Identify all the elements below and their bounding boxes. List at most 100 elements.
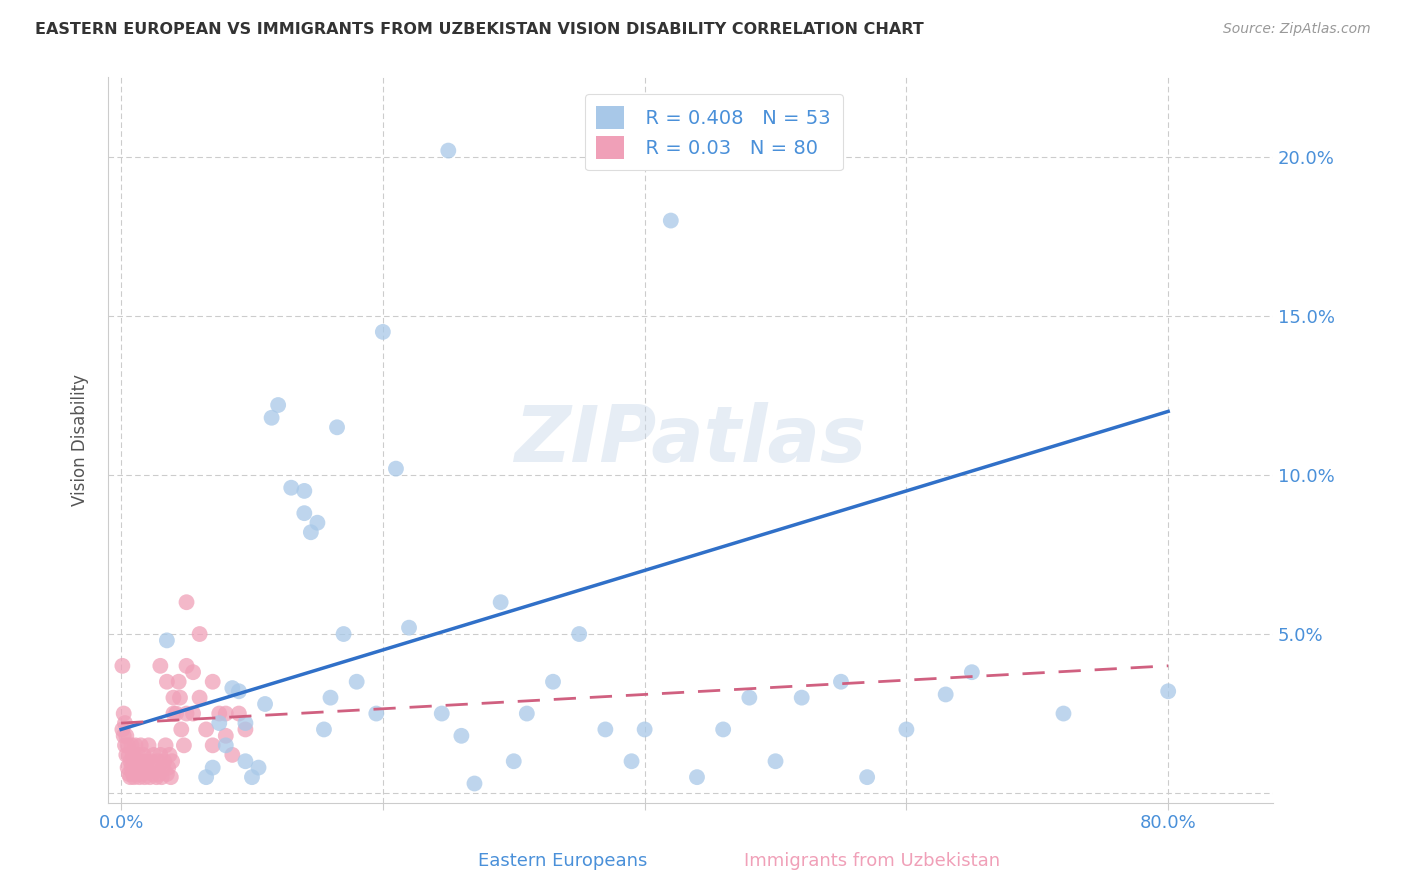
Point — [181, 665, 204, 680]
Point — [162, 690, 184, 705]
Point — [568, 627, 591, 641]
Point — [235, 754, 257, 768]
Point — [131, 754, 153, 768]
Point — [127, 761, 149, 775]
Point — [502, 754, 524, 768]
Point — [114, 739, 136, 753]
Point — [215, 729, 238, 743]
Point — [129, 761, 152, 775]
Point — [437, 144, 460, 158]
Point — [160, 754, 183, 768]
Point — [430, 706, 453, 721]
Point — [385, 461, 408, 475]
Point — [366, 706, 388, 721]
Point — [112, 729, 135, 743]
Point — [228, 706, 250, 721]
Point — [221, 747, 243, 762]
Point — [111, 658, 134, 673]
Point — [122, 770, 145, 784]
Point — [121, 739, 143, 753]
Point — [153, 754, 176, 768]
Point — [159, 747, 181, 762]
Point — [830, 674, 852, 689]
Point — [201, 761, 224, 775]
Point — [111, 723, 134, 737]
Point — [138, 739, 160, 753]
Point — [711, 723, 734, 737]
Point — [141, 767, 163, 781]
Point — [124, 761, 146, 775]
Point — [240, 770, 263, 784]
Point — [346, 674, 368, 689]
Point — [260, 410, 283, 425]
Point — [141, 754, 163, 768]
Point — [128, 770, 150, 784]
Point — [595, 723, 617, 737]
Point — [790, 690, 813, 705]
Point — [896, 723, 918, 737]
Point — [143, 761, 166, 775]
Point — [170, 723, 193, 737]
Point — [195, 770, 218, 784]
Point — [117, 739, 139, 753]
Point — [960, 665, 983, 680]
Point — [312, 723, 335, 737]
Point — [659, 213, 682, 227]
Point — [1052, 706, 1074, 721]
Point — [541, 674, 564, 689]
Point — [332, 627, 354, 641]
Point — [307, 516, 329, 530]
Text: EASTERN EUROPEAN VS IMMIGRANTS FROM UZBEKISTAN VISION DISABILITY CORRELATION CHA: EASTERN EUROPEAN VS IMMIGRANTS FROM UZBE… — [35, 22, 924, 37]
Point — [247, 761, 270, 775]
Point — [167, 674, 190, 689]
Point — [118, 767, 141, 781]
Point — [118, 747, 141, 762]
Point — [121, 747, 143, 762]
Legend:   R = 0.408   N = 53,   R = 0.03   N = 80: R = 0.408 N = 53, R = 0.03 N = 80 — [585, 95, 842, 170]
Point — [132, 747, 155, 762]
Point — [135, 761, 157, 775]
Point — [765, 754, 787, 768]
Point — [169, 690, 191, 705]
Point — [319, 690, 342, 705]
Y-axis label: Vision Disability: Vision Disability — [72, 374, 89, 506]
Point — [280, 481, 302, 495]
Point — [173, 739, 195, 753]
Point — [156, 767, 179, 781]
Text: ZIPatlas: ZIPatlas — [515, 402, 866, 478]
Point — [131, 767, 153, 781]
Point — [124, 739, 146, 753]
Point — [125, 767, 148, 781]
Point — [162, 706, 184, 721]
Point — [149, 658, 172, 673]
Text: Source: ZipAtlas.com: Source: ZipAtlas.com — [1223, 22, 1371, 37]
Point — [326, 420, 349, 434]
Point — [450, 729, 472, 743]
Point — [121, 761, 143, 775]
Point — [1157, 684, 1180, 698]
Point — [516, 706, 538, 721]
Point — [142, 747, 165, 762]
Point — [254, 697, 277, 711]
Point — [112, 706, 135, 721]
Point — [208, 706, 231, 721]
Point — [149, 747, 172, 762]
Point — [146, 754, 169, 768]
Point — [686, 770, 709, 784]
Point — [208, 716, 231, 731]
Point — [145, 770, 167, 784]
Point — [235, 723, 257, 737]
Point — [620, 754, 643, 768]
Point — [128, 754, 150, 768]
Point — [201, 674, 224, 689]
Point — [122, 754, 145, 768]
Point — [292, 483, 315, 498]
Point — [856, 770, 879, 784]
Point — [935, 688, 957, 702]
Point — [156, 674, 179, 689]
Point — [188, 627, 211, 641]
Point — [267, 398, 290, 412]
Point — [120, 770, 142, 784]
Point — [489, 595, 512, 609]
Point — [115, 729, 138, 743]
